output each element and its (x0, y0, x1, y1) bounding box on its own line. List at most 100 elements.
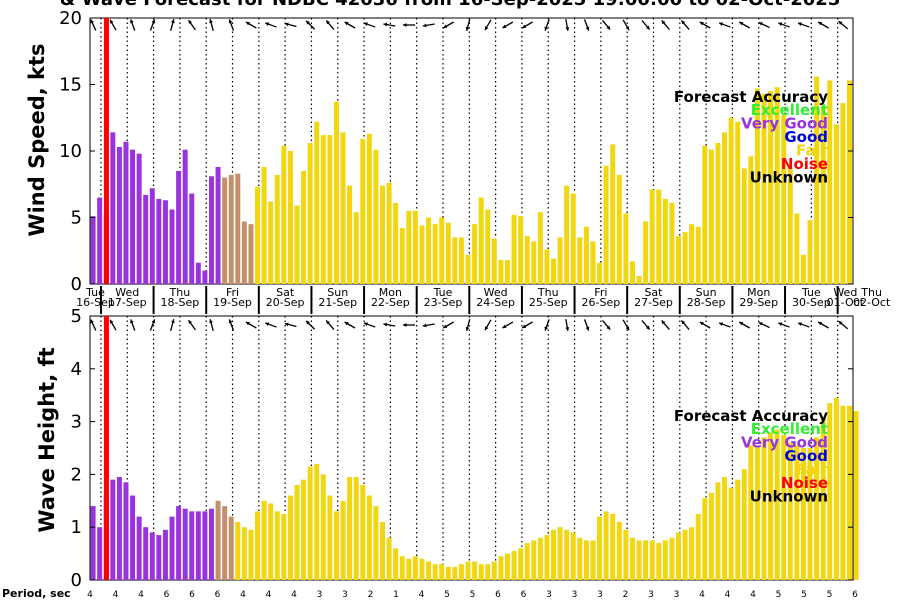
wind-bar (314, 121, 320, 285)
direction-arrow-icon (718, 22, 731, 28)
wave-bar (366, 495, 372, 580)
wave-bar (307, 466, 313, 580)
wave-bar (781, 434, 787, 580)
legend-item-fair: Fair (796, 461, 829, 479)
wind-ytick-label: 0 (71, 274, 82, 295)
direction-arrow-icon (718, 322, 731, 328)
wave-bar (301, 479, 307, 580)
wind-bar (557, 237, 563, 284)
direction-arrow-icon (484, 19, 492, 31)
direction-arrow-icon (544, 19, 550, 31)
direction-arrow-icon (544, 319, 550, 331)
wind-bars (90, 18, 852, 285)
wind-bar (623, 213, 629, 284)
wave-bar (708, 492, 714, 580)
direction-arrow-icon (403, 23, 416, 27)
wave-bar (643, 540, 649, 580)
direction-arrow-icon (149, 19, 156, 31)
day-date-label: 24-Sep (476, 296, 515, 309)
wind-bar (722, 132, 728, 284)
period-value: 5 (801, 590, 807, 600)
wind-bar (432, 224, 438, 284)
wave-bar (715, 482, 721, 580)
direction-arrow-icon (838, 320, 849, 330)
direction-arrow-icon (622, 19, 630, 31)
day-name-label: Thu (169, 286, 191, 299)
period-value: 4 (240, 590, 246, 600)
wave-bar (544, 535, 550, 580)
wave-bar (432, 564, 438, 580)
wind-bar (676, 236, 681, 284)
wave-bar (149, 532, 155, 580)
day-date-label: 01-Oct (827, 296, 865, 309)
day-name-label: Tue (433, 286, 453, 299)
wind-direction-arrows (90, 18, 849, 32)
day-name-label: Fri (226, 286, 239, 299)
wave-bars (90, 316, 859, 580)
wind-bar (380, 185, 385, 284)
direction-arrow-icon (521, 21, 533, 29)
wind-bar (294, 205, 300, 284)
direction-arrow-icon (738, 321, 750, 329)
wind-bar (327, 135, 333, 284)
wave-bar (182, 508, 188, 580)
period-value: 3 (597, 590, 603, 600)
period-value: 2 (623, 590, 629, 600)
wind-bar (255, 186, 261, 284)
direction-arrow-icon (209, 19, 214, 31)
wave-bar (123, 482, 129, 580)
wind-bar (583, 226, 589, 284)
direction-arrow-icon (109, 19, 117, 31)
direction-arrow-icon (284, 22, 297, 28)
wind-bar (143, 194, 149, 284)
direction-arrow-icon (797, 22, 810, 28)
wind-bar (689, 224, 695, 284)
wind-bar (511, 214, 517, 284)
wind-ytick-label: 20 (59, 8, 82, 29)
wind-bar (570, 193, 576, 284)
wind-bar (445, 222, 451, 284)
legend-item-very_good: Very Good (741, 434, 828, 452)
wave-bar (485, 564, 491, 580)
wind-bar (136, 153, 142, 284)
wind-bar (406, 210, 412, 284)
wind-bar (787, 168, 793, 284)
wave-bar (426, 561, 432, 580)
direction-arrow-icon (622, 319, 630, 331)
wave-bar (853, 411, 859, 580)
wind-bar (156, 198, 162, 284)
direction-arrow-icon (284, 322, 297, 328)
wave-bar (90, 506, 96, 580)
wave-bar (518, 548, 524, 580)
day-date-label: 30-Sep (792, 296, 831, 309)
direction-arrow-icon (422, 23, 435, 28)
wave-bar (787, 442, 793, 580)
direction-arrow-icon (325, 19, 335, 31)
wave-bar (255, 511, 261, 580)
wave-bar (735, 479, 741, 580)
wave-now-marker (103, 316, 109, 580)
wind-bar (228, 174, 234, 284)
wave-bar (472, 561, 478, 580)
wind-y-ticks: 0 5 10 15 20 (59, 8, 853, 295)
wave-bar (551, 529, 557, 580)
wave-y-ticks: 0 1 2 3 4 5 (71, 306, 853, 591)
wind-bar (189, 193, 195, 284)
wind-bar (307, 143, 313, 284)
wind-bar (544, 249, 550, 284)
wave-bar (373, 506, 379, 580)
direction-arrow-icon (228, 19, 235, 31)
wind-bar (702, 145, 708, 284)
direction-arrow-icon (305, 20, 316, 30)
wave-bar (564, 529, 570, 580)
direction-arrow-icon (383, 322, 396, 327)
direction-arrow-icon (130, 319, 136, 331)
wave-bar (195, 511, 201, 580)
direction-arrow-icon (565, 318, 570, 332)
day-name-label: Mon (379, 286, 402, 299)
direction-arrow-icon (442, 321, 454, 329)
wind-bar (643, 221, 649, 284)
wave-bar (110, 479, 116, 580)
wind-bar (491, 238, 497, 284)
